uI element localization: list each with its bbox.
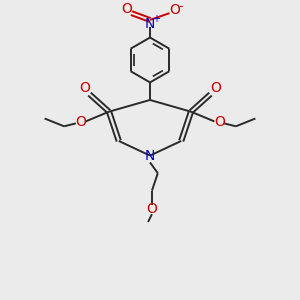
Text: O: O [169, 3, 180, 17]
Text: -: - [178, 0, 182, 13]
Text: N: N [145, 148, 155, 163]
Text: O: O [210, 81, 221, 95]
Text: +: + [152, 14, 160, 24]
Text: N: N [145, 17, 155, 31]
Text: O: O [79, 81, 90, 95]
Text: O: O [214, 116, 225, 129]
Text: O: O [146, 202, 158, 216]
Text: O: O [121, 2, 132, 16]
Text: O: O [75, 116, 86, 129]
